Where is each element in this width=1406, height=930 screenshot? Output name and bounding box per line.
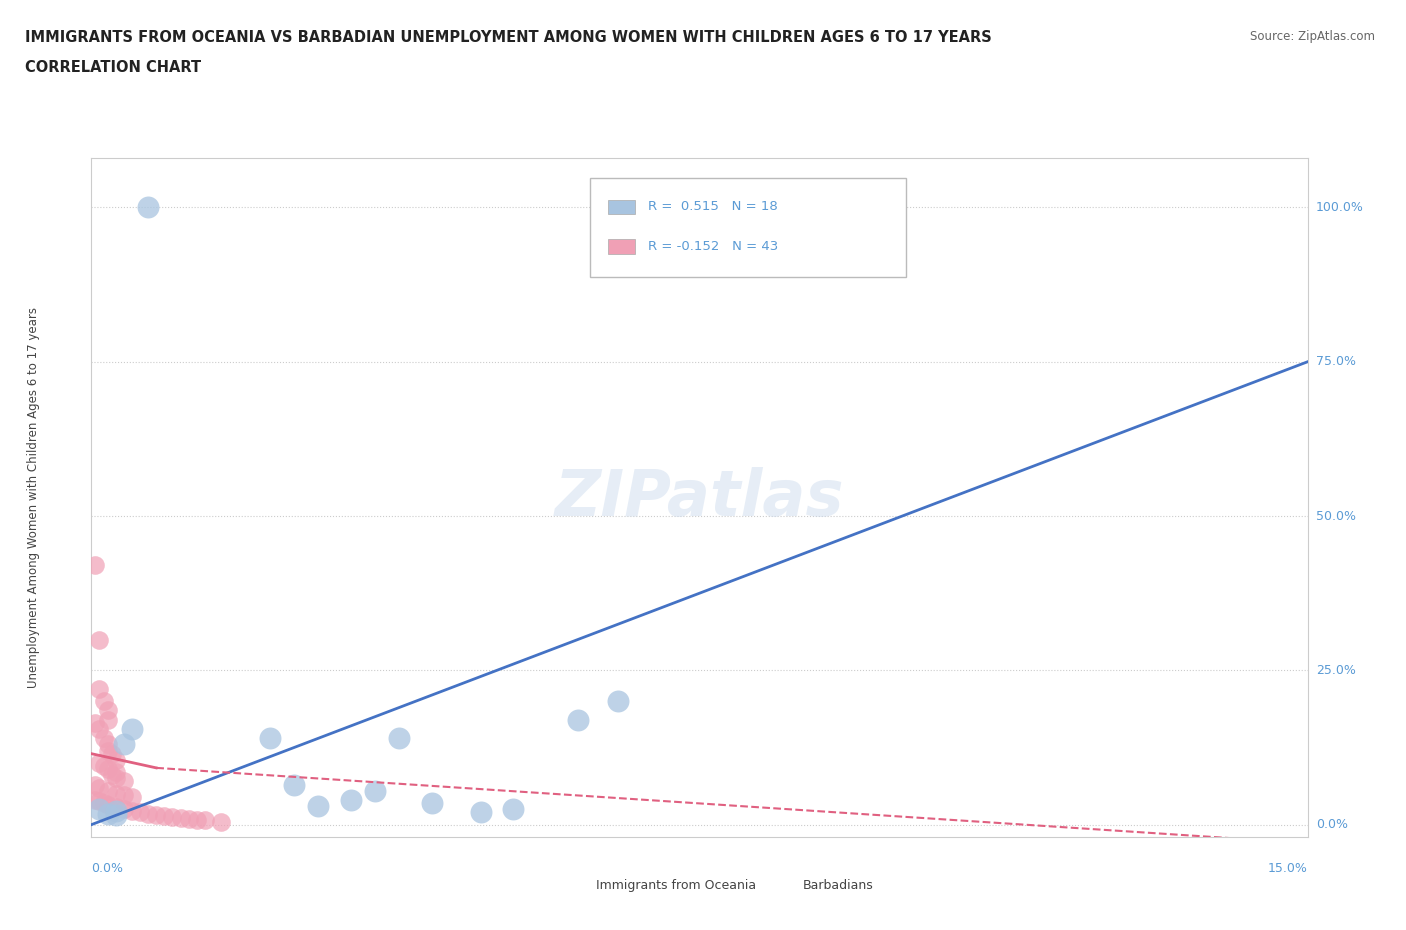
Point [121,804,143,818]
Point [153,808,176,823]
Point [209,814,232,829]
Text: R = -0.152   N = 43: R = -0.152 N = 43 [648,240,779,253]
Text: Unemployment Among Women with Children Ages 6 to 17 years: Unemployment Among Women with Children A… [27,307,39,688]
Point [84,792,107,807]
FancyBboxPatch shape [591,179,907,277]
Point [97,712,120,727]
Point [97,737,120,751]
Point [89,682,111,697]
Point [89,794,111,809]
Point [97,762,120,777]
Point [112,802,135,817]
Point [104,800,127,815]
Point [84,777,107,792]
Text: 100.0%: 100.0% [1316,201,1364,214]
Point [84,558,107,573]
Text: CORRELATION CHART: CORRELATION CHART [25,60,201,75]
Text: 0.0%: 0.0% [1316,818,1348,831]
Point [364,783,387,798]
Bar [609,200,636,215]
Point [93,731,115,746]
Point [420,796,443,811]
Point [89,632,111,647]
Point [121,790,143,804]
Point [97,703,120,718]
Text: Barbadians: Barbadians [803,880,873,893]
Point [607,694,630,709]
Point [97,806,120,821]
Text: 0.0%: 0.0% [91,862,124,875]
Text: Source: ZipAtlas.com: Source: ZipAtlas.com [1250,30,1375,43]
Point [93,759,115,774]
Point [89,722,111,737]
Point [89,802,111,817]
Text: Immigrants from Oceania: Immigrants from Oceania [596,880,756,893]
Point [186,812,208,827]
Text: R =  0.515   N = 18: R = 0.515 N = 18 [648,201,778,214]
Point [145,807,167,822]
Text: IMMIGRANTS FROM OCEANIA VS BARBADIAN UNEMPLOYMENT AMONG WOMEN WITH CHILDREN AGES: IMMIGRANTS FROM OCEANIA VS BARBADIAN UNE… [25,30,993,45]
Point [259,731,281,746]
Bar [609,239,636,254]
Text: 15.0%: 15.0% [1268,862,1308,875]
Point [162,810,184,825]
Point [388,731,411,746]
Point [283,777,305,792]
Bar [766,879,793,894]
Point [121,722,143,737]
Point [194,813,217,828]
Point [112,774,135,789]
Point [136,806,159,821]
Point [112,788,135,803]
Point [84,715,107,730]
Text: 50.0%: 50.0% [1316,510,1355,523]
Point [104,764,127,779]
Point [177,812,200,827]
Point [100,746,122,761]
Point [169,811,191,826]
Point [104,752,127,767]
Point [93,694,115,709]
Point [104,771,127,786]
Point [97,797,120,812]
Point [567,712,589,727]
Bar [560,879,586,894]
Point [502,802,524,817]
Point [97,743,120,758]
Point [89,755,111,770]
Point [307,799,329,814]
Text: ZIPatlas: ZIPatlas [555,467,844,528]
Point [97,783,120,798]
Text: 75.0%: 75.0% [1316,355,1355,368]
Point [104,804,127,818]
Point [93,796,115,811]
Point [340,792,363,807]
Point [136,200,159,215]
Point [104,787,127,802]
Point [100,768,122,783]
Point [129,804,152,819]
Point [89,780,111,795]
Point [470,804,492,819]
Point [104,808,127,823]
Text: 25.0%: 25.0% [1316,664,1355,677]
Point [112,737,135,751]
